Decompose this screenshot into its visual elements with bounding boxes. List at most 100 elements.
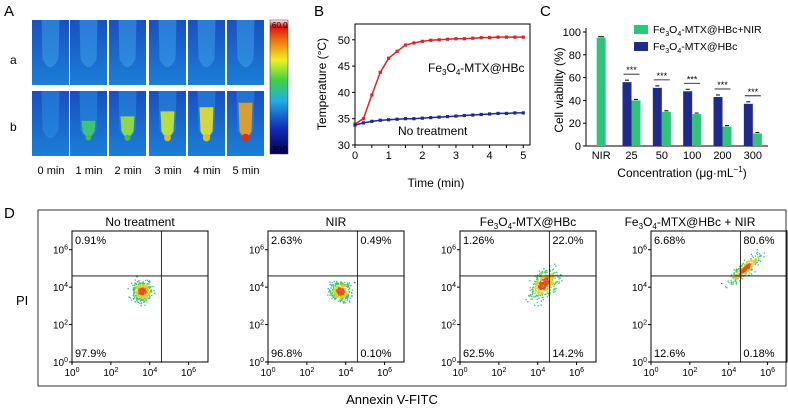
event-dot [338,296,340,298]
flow-y-tick-label: 106 [632,245,647,257]
series-label-no-treatment: No treatment [398,124,468,138]
event-dot [334,284,336,287]
event-dot [142,290,144,292]
event-dot [543,289,545,291]
event-dot [542,296,544,298]
event-dot [760,260,762,262]
event-dot [346,298,349,300]
event-dot [735,281,738,284]
data-point [378,70,382,74]
flow-y-tick-label: 100 [441,357,456,369]
hot-spot [241,133,250,142]
event-dot [329,284,331,286]
event-dot [750,259,753,261]
event-dot [141,291,144,293]
event-dot [335,284,338,286]
event-dot [531,298,534,300]
data-point [370,119,374,123]
data-point [454,37,458,41]
event-dot [341,289,343,291]
event-dot [741,264,743,267]
event-dot [536,285,538,287]
event-dot [338,294,340,296]
event-dot [750,258,752,260]
event-dot [736,271,738,274]
event-dot [143,300,146,302]
event-dot [545,278,547,280]
event-dot [549,282,551,284]
event-dot [554,277,556,279]
event-dot [534,285,536,288]
time-label: 2 min [115,165,142,177]
data-point [488,112,492,116]
event-dot [342,295,345,297]
event-dot [745,271,747,273]
event-dot [537,305,539,307]
event-dot [753,260,755,262]
event-dot [542,276,544,278]
event-dot [552,268,555,270]
event-dot [555,265,557,267]
event-dot [741,271,744,273]
event-dot [140,292,143,294]
event-dot [742,272,745,274]
event-dot [744,273,746,275]
event-dot [337,283,340,285]
event-dot [146,296,148,299]
data-point [361,117,366,121]
event-dot [348,291,350,293]
event-dot [540,271,543,273]
event-dot [339,287,341,289]
event-dot [734,280,736,283]
c-category-label: 25 [625,150,637,162]
event-dot [154,292,156,294]
event-dot [741,273,743,275]
event-dot [537,291,539,293]
event-dot [758,258,760,260]
event-dot [147,281,150,283]
event-dot [136,292,138,294]
event-dot [559,276,561,279]
event-dot [332,287,335,290]
event-dot [132,284,134,287]
legend-label-nir: Fe3O4-MTX@HBc+NIR [653,24,762,38]
bar-fe3o4-nir [722,126,732,146]
event-dot [554,282,557,285]
event-dot [736,268,738,270]
event-dot [139,294,141,296]
hot-spot [85,135,92,141]
event-dot [555,281,558,283]
event-dot [733,281,735,283]
flow-y-tick-label: 106 [249,245,264,257]
event-dot [557,276,559,278]
event-dot [332,284,334,286]
event-dot [144,286,146,289]
event-dot [558,278,560,280]
event-dot [553,285,555,287]
event-dot [749,260,752,262]
event-dot [144,288,147,290]
event-dot [546,271,548,273]
event-dot [754,271,756,273]
event-dot [531,289,533,291]
event-dot [752,263,754,265]
time-label: 4 min [194,165,221,177]
event-dot [343,290,345,292]
event-dot [536,276,538,279]
flow-x-tick-label: 102 [491,367,506,379]
event-dot [751,269,753,271]
event-dot [546,296,549,298]
event-dot [337,300,340,303]
event-dot [137,301,140,304]
event-dot [134,291,137,293]
event-dot [349,297,352,299]
event-dot [552,277,554,279]
event-dot [538,297,540,299]
event-dot [748,266,751,268]
data-point [361,121,366,125]
event-dot [747,267,749,269]
event-dot [337,289,339,291]
event-dot [342,284,344,286]
event-dot [736,270,738,272]
event-dot [533,283,535,285]
